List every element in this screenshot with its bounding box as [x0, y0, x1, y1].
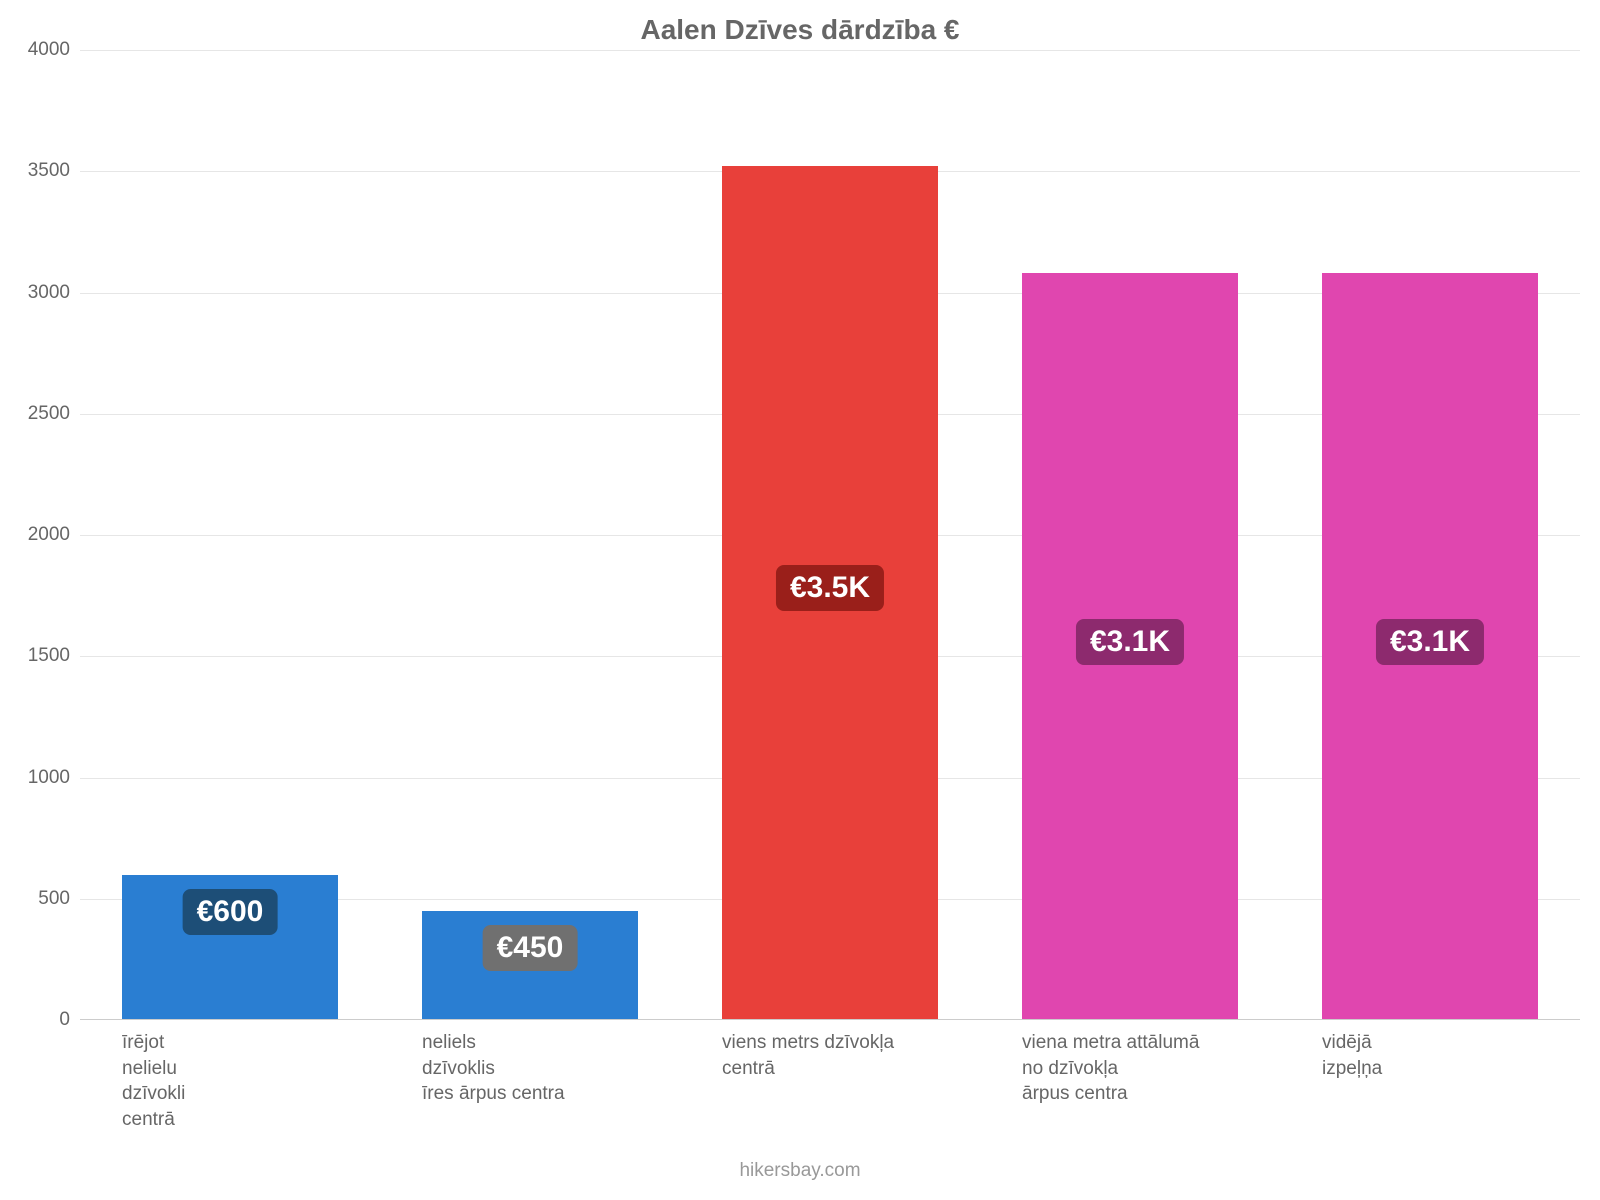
- x-tick-label: īrējot nelielu dzīvokli centrā: [122, 1030, 422, 1133]
- y-tick-label: 500: [10, 888, 70, 910]
- y-tick-label: 3500: [10, 160, 70, 182]
- bars-layer: €600 €450 €3.5K €3.1K €3.1K: [80, 50, 1580, 1020]
- value-badge: €600: [183, 889, 278, 935]
- y-tick-label: 1500: [10, 645, 70, 667]
- plot-area: €600 €450 €3.5K €3.1K €3.1K: [80, 50, 1580, 1020]
- y-tick-label: 0: [10, 1009, 70, 1031]
- x-axis-line: [80, 1019, 1580, 1020]
- bar-slot: €3.1K: [980, 50, 1280, 1020]
- footer-credit: hikersbay.com: [0, 1160, 1600, 1182]
- bar-slot: €3.5K: [680, 50, 980, 1020]
- x-tick-label: viens metrs dzīvokļa centrā: [722, 1030, 1022, 1081]
- value-badge: €3.1K: [1376, 619, 1484, 665]
- value-badge: €3.5K: [776, 565, 884, 611]
- bar-slot: €3.1K: [1280, 50, 1580, 1020]
- value-badge: €450: [483, 925, 578, 971]
- y-tick-label: 1000: [10, 767, 70, 789]
- y-tick-label: 4000: [10, 39, 70, 61]
- chart-container: Aalen Dzīves dārdzība € €600 €450 €3.5K €3.…: [0, 0, 1600, 1200]
- chart-title: Aalen Dzīves dārdzība €: [0, 14, 1600, 46]
- y-tick-label: 2500: [10, 403, 70, 425]
- y-tick-label: 2000: [10, 524, 70, 546]
- x-tick-label: vidējā izpeļņa: [1322, 1030, 1600, 1081]
- y-tick-label: 3000: [10, 282, 70, 304]
- bar-slot: €450: [380, 50, 680, 1020]
- x-tick-label: viena metra attālumā no dzīvokļa ārpus c…: [1022, 1030, 1322, 1107]
- x-tick-label: neliels dzīvoklis īres ārpus centra: [422, 1030, 722, 1107]
- value-badge: €3.1K: [1076, 619, 1184, 665]
- bar-slot: €600: [80, 50, 380, 1020]
